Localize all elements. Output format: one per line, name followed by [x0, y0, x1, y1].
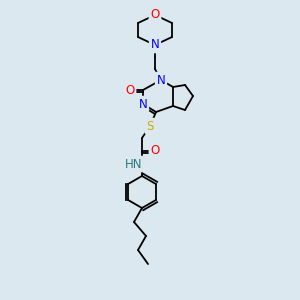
Text: N: N: [151, 38, 159, 52]
Text: O: O: [150, 145, 160, 158]
Text: HN: HN: [125, 158, 143, 170]
Text: N: N: [157, 74, 165, 86]
Text: O: O: [150, 8, 160, 22]
Text: N: N: [139, 98, 147, 110]
Text: O: O: [125, 83, 135, 97]
Text: S: S: [146, 119, 154, 133]
